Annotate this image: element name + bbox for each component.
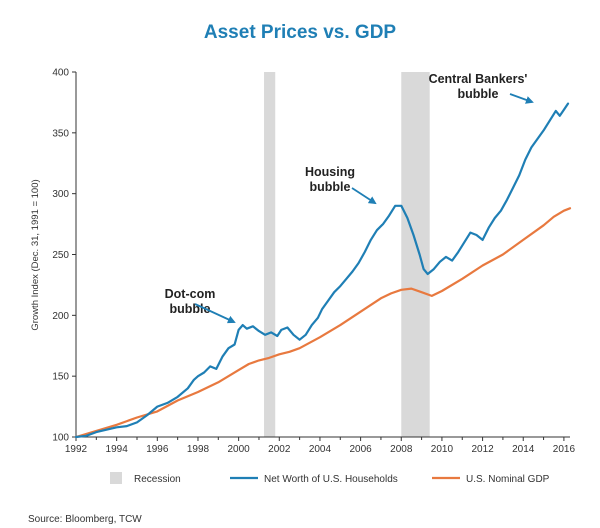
recession-band-2: [401, 72, 430, 437]
net-worth-line: [74, 102, 570, 439]
annotation-3: Central Bankers' bubble: [429, 72, 528, 101]
annotation-line: bubble: [310, 180, 351, 194]
y-axis-label: Growth Index (Dec. 31, 1991 = 100): [30, 179, 41, 330]
annotation-line: bubble: [458, 87, 499, 101]
x-tick-label: 1998: [187, 444, 210, 455]
annotation-2: Housing bubble: [305, 165, 355, 194]
x-tick-label: 2010: [431, 444, 454, 455]
legend-gdp-label: U.S. Nominal GDP: [466, 474, 550, 485]
legend-recession-swatch: [110, 472, 122, 484]
axes: 100 150 200 250 300 350 400 1992 1994 1996 1998 200…: [52, 68, 575, 456]
x-tick-label: 2008: [390, 444, 413, 455]
annotation-arrow: [351, 187, 377, 205]
recession-bands: [264, 72, 430, 437]
annotation-line: Central Bankers': [429, 72, 528, 86]
x-tick-label: 1994: [106, 444, 129, 455]
series-lines: [74, 102, 572, 439]
x-tick-label: 2002: [268, 444, 291, 455]
legend: Recession Net Worth of U.S. Households U.S…: [110, 472, 550, 485]
source-note: Source: Bloomberg, TCW: [28, 514, 142, 525]
x-tick-label: 2004: [309, 444, 332, 455]
x-tick-label: 2000: [228, 444, 251, 455]
y-tick-label: 150: [52, 372, 69, 383]
x-tick-label: 2006: [349, 444, 372, 455]
x-tick-label: 1992: [65, 444, 88, 455]
chart-title: Asset Prices vs. GDP: [204, 22, 397, 43]
x-tick-label: 1996: [146, 444, 169, 455]
legend-recession-label: Recession: [134, 474, 181, 485]
y-tick-label: 400: [52, 68, 69, 79]
x-tick-label: 2016: [553, 444, 576, 455]
gdp-line: [74, 207, 572, 439]
x-tick-label: 2012: [471, 444, 494, 455]
recession-band-1: [264, 72, 276, 437]
annotation-arrow: [194, 303, 236, 324]
y-tick-label: 100: [52, 433, 69, 444]
annotation-arrow: [509, 93, 534, 104]
y-tick-label: 350: [52, 128, 69, 139]
annotation-line: Housing: [305, 165, 355, 179]
annotation-line: Dot-com: [165, 287, 216, 301]
legend-net-worth-label: Net Worth of U.S. Households: [264, 474, 398, 485]
y-tick-label: 300: [52, 189, 69, 200]
y-tick-label: 250: [52, 250, 69, 261]
annotation-1: Dot-com bubble: [165, 287, 216, 316]
x-tick-label: 2014: [512, 444, 535, 455]
y-tick-label: 200: [52, 311, 69, 322]
